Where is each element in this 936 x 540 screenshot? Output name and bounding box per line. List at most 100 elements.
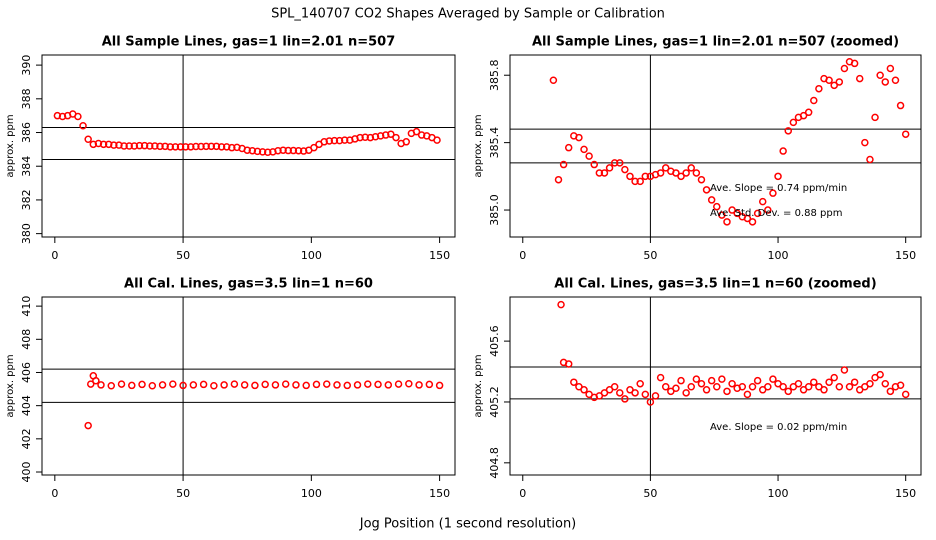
point <box>580 386 588 394</box>
point <box>374 380 382 389</box>
point <box>402 138 411 146</box>
point <box>179 381 187 390</box>
x-tick-label: 150 <box>429 487 450 500</box>
y-tick-label: 408 <box>20 329 33 350</box>
point <box>86 380 95 388</box>
point <box>117 380 126 388</box>
point <box>356 133 364 142</box>
point <box>764 206 772 214</box>
point <box>392 133 400 142</box>
point <box>585 152 593 160</box>
point <box>687 383 695 391</box>
point <box>575 133 583 142</box>
point <box>570 378 578 386</box>
point <box>636 379 644 388</box>
point <box>417 131 426 139</box>
point <box>210 382 218 390</box>
point <box>94 139 103 148</box>
x-tick-label: 0 <box>519 487 526 500</box>
point <box>161 142 169 151</box>
point <box>810 96 818 105</box>
point <box>891 76 900 85</box>
point <box>580 145 588 154</box>
point <box>621 165 629 174</box>
plot-frame <box>41 54 456 238</box>
point <box>140 141 149 150</box>
point <box>707 196 716 204</box>
y-tick-label: 385.4 <box>488 127 501 159</box>
point <box>753 209 762 218</box>
point <box>89 140 98 149</box>
point <box>549 76 558 85</box>
point <box>677 376 685 385</box>
point <box>104 140 113 149</box>
point <box>610 159 619 167</box>
point <box>616 159 624 167</box>
point <box>672 384 680 393</box>
y-tick-label: 410 <box>20 296 33 317</box>
point <box>340 136 349 144</box>
point <box>366 133 375 142</box>
point <box>651 392 660 400</box>
panel-title: All Sample Lines, gas=1 lin=2.01 n=507 (… <box>532 35 899 50</box>
point <box>284 146 293 155</box>
point <box>299 147 308 155</box>
point <box>901 130 910 138</box>
point <box>557 300 565 309</box>
point <box>789 118 798 127</box>
page-title: SPL_140707 CO2 Shapes Averaged by Sample… <box>271 7 665 22</box>
point <box>84 135 92 144</box>
point <box>702 186 711 194</box>
point <box>148 382 157 390</box>
point <box>718 375 726 383</box>
point <box>697 379 706 388</box>
point <box>682 169 690 177</box>
point <box>610 383 619 391</box>
y-axis-label: approx. ppm <box>473 354 484 417</box>
point <box>641 390 650 399</box>
point <box>158 381 167 389</box>
x-tick-label: 0 <box>51 249 58 262</box>
point <box>713 202 721 211</box>
point <box>135 141 144 150</box>
point <box>810 378 818 386</box>
point <box>320 138 328 146</box>
x-tick-label: 50 <box>643 249 657 262</box>
point <box>281 380 290 388</box>
point <box>641 172 650 181</box>
point <box>784 387 793 396</box>
point <box>145 142 154 150</box>
point <box>820 386 828 394</box>
point <box>166 143 175 151</box>
panel-title: All Cal. Lines, gas=3.5 lin=1 n=60 (zoom… <box>554 277 876 292</box>
point <box>769 375 777 383</box>
y-tick-label: 382 <box>20 189 33 210</box>
y-tick-label: 386 <box>20 122 33 143</box>
point <box>626 172 634 181</box>
point <box>222 143 231 151</box>
point <box>564 360 573 368</box>
point <box>692 375 701 383</box>
point <box>758 197 767 206</box>
point <box>743 390 752 399</box>
x-tick-label: 150 <box>895 249 916 262</box>
point <box>830 81 838 90</box>
point <box>646 398 655 406</box>
point <box>600 169 609 177</box>
point <box>901 390 910 399</box>
point <box>605 164 614 172</box>
point <box>274 146 282 155</box>
point <box>697 175 706 184</box>
point <box>621 395 629 403</box>
point <box>228 143 236 152</box>
point <box>258 148 267 156</box>
point <box>394 380 403 388</box>
point <box>251 381 259 390</box>
point <box>330 136 339 145</box>
x-tick-label: 100 <box>768 487 789 500</box>
point <box>656 169 665 177</box>
point <box>656 373 665 382</box>
point <box>151 142 159 150</box>
point <box>845 383 854 391</box>
